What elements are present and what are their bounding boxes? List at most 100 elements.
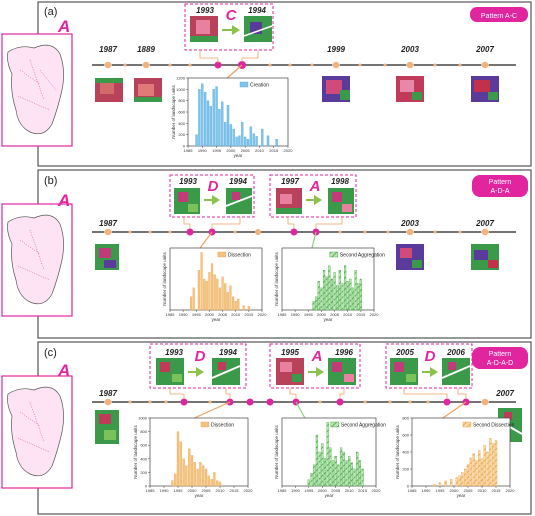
x-axis-label: year bbox=[234, 153, 243, 158]
bar bbox=[174, 473, 177, 487]
connector bbox=[199, 50, 219, 63]
x-tick-label: 2020 bbox=[244, 488, 254, 493]
bar bbox=[325, 276, 328, 311]
y-tick-label: 800 bbox=[402, 416, 409, 421]
x-tick-label: 1995 bbox=[174, 488, 184, 493]
x-tick-label: 1990 bbox=[198, 148, 208, 153]
legend-swatch bbox=[217, 251, 227, 258]
bar bbox=[350, 462, 353, 487]
bar bbox=[317, 281, 320, 311]
bar bbox=[334, 456, 337, 487]
landscape-thumbnail bbox=[322, 76, 350, 102]
bar bbox=[349, 278, 352, 311]
connector bbox=[315, 217, 343, 229]
y-tick-label: 1000 bbox=[176, 87, 186, 92]
landscape-thumbnail bbox=[328, 188, 354, 214]
pattern-badge-text: Pattern bbox=[489, 179, 512, 186]
connector bbox=[211, 217, 241, 229]
minor-node bbox=[148, 400, 152, 404]
bar bbox=[318, 451, 321, 487]
x-tick-label: 1995 bbox=[304, 488, 314, 493]
arrow-icon bbox=[306, 195, 322, 205]
connector bbox=[439, 401, 467, 421]
arrow-icon bbox=[188, 367, 204, 377]
x-tick-label: 2010 bbox=[343, 312, 353, 317]
minor-node bbox=[128, 400, 132, 404]
x-tick-label: 2010 bbox=[478, 488, 488, 493]
node-2005 bbox=[443, 398, 451, 406]
year-label: 1999 bbox=[327, 45, 345, 54]
bar bbox=[237, 298, 240, 311]
minor-node bbox=[128, 230, 132, 234]
bar bbox=[209, 106, 213, 147]
from-year: 1993 bbox=[165, 348, 183, 357]
panel-b: (b) Pattern A-D-A A 1987 bbox=[1, 169, 532, 339]
x-axis-label: year bbox=[212, 317, 221, 322]
minor-node bbox=[288, 63, 292, 67]
bar bbox=[202, 465, 205, 487]
to-year: 1994 bbox=[219, 348, 237, 357]
legend-swatch bbox=[239, 81, 249, 88]
bar bbox=[358, 460, 362, 487]
y-tick-label: 200 bbox=[178, 132, 185, 137]
panel-a: (a) Pattern A-C A 19 bbox=[1, 1, 532, 167]
bar bbox=[231, 296, 235, 311]
x-tick-label: 2010 bbox=[216, 488, 226, 493]
connector bbox=[169, 388, 185, 399]
bar bbox=[223, 122, 227, 147]
minor-node bbox=[168, 230, 172, 234]
bar bbox=[356, 451, 359, 487]
bar bbox=[464, 468, 467, 487]
connector bbox=[339, 388, 345, 399]
x-tick-label: 2020 bbox=[258, 312, 268, 317]
x-tick-label: 2015 bbox=[356, 312, 366, 317]
transition-letter: A bbox=[311, 348, 323, 365]
landscape-thumbnail bbox=[390, 358, 418, 385]
from-year: 1993 bbox=[179, 177, 197, 186]
bar bbox=[321, 443, 324, 487]
bar bbox=[213, 472, 216, 487]
bar bbox=[218, 287, 222, 311]
bar bbox=[461, 472, 464, 487]
bar bbox=[341, 283, 344, 311]
bar bbox=[232, 128, 235, 147]
legend-label: Second Aggregation bbox=[341, 423, 386, 429]
bar bbox=[322, 269, 326, 311]
bar bbox=[196, 468, 199, 487]
bar bbox=[353, 468, 356, 487]
connector bbox=[403, 388, 448, 399]
minor-node bbox=[433, 230, 437, 234]
bar bbox=[312, 300, 315, 311]
transition-box bbox=[269, 174, 357, 218]
minor-node bbox=[383, 63, 387, 67]
y-tick-label: 200 bbox=[402, 467, 409, 472]
y-tick-label: 400 bbox=[140, 456, 147, 461]
bar bbox=[480, 458, 484, 487]
transition-box bbox=[149, 343, 247, 389]
landscape-thumbnail bbox=[95, 410, 119, 444]
bar bbox=[450, 479, 453, 487]
minor-node bbox=[433, 63, 437, 67]
minor-node bbox=[164, 400, 168, 404]
x-tick-label: 1995 bbox=[436, 488, 446, 493]
landscape-thumbnail bbox=[441, 358, 471, 385]
minor-node bbox=[168, 63, 172, 67]
bar bbox=[444, 480, 447, 487]
y-tick-label: 400 bbox=[178, 121, 185, 126]
connector bbox=[225, 388, 231, 399]
plot-frame bbox=[169, 247, 263, 311]
bar bbox=[338, 269, 341, 311]
x-tick-label: 2005 bbox=[202, 488, 212, 493]
bar bbox=[213, 274, 216, 311]
y-tick-label: 0 bbox=[145, 484, 148, 489]
node-2007 bbox=[481, 398, 489, 406]
legend-swatch bbox=[462, 421, 472, 428]
bar bbox=[198, 89, 201, 147]
pattern-badge-text: Pattern A-C bbox=[481, 13, 517, 20]
bar bbox=[208, 272, 211, 311]
bar bbox=[226, 105, 230, 147]
bar bbox=[333, 272, 336, 311]
minor-node bbox=[363, 230, 367, 234]
x-tick-label: 2015 bbox=[358, 488, 368, 493]
